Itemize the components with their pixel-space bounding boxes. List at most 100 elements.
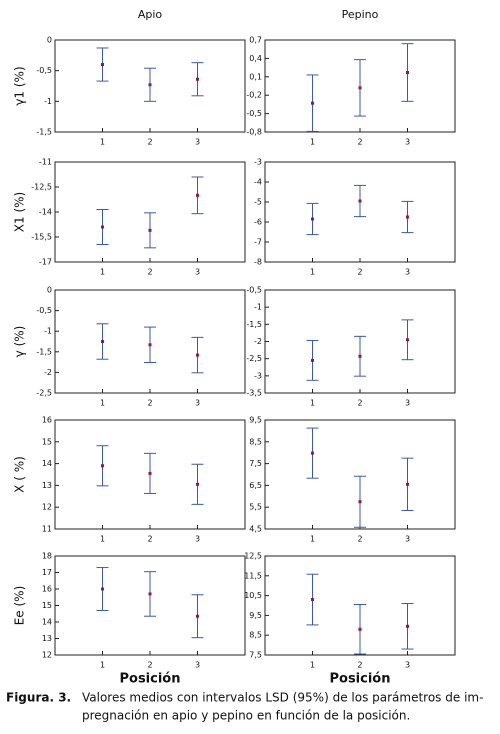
- x-tick-label: 1: [310, 661, 315, 670]
- y-tick-label: -2: [44, 368, 52, 377]
- mean-marker: [311, 451, 314, 455]
- mean-marker: [196, 614, 199, 618]
- column-title: Pepino: [342, 8, 379, 21]
- y-tick-label: 0: [47, 286, 52, 295]
- y-tick-label: -11: [39, 158, 52, 167]
- mean-marker: [196, 353, 199, 357]
- x-tick-label: 2: [147, 399, 152, 408]
- y-tick-label: -3,5: [246, 389, 262, 398]
- x-axis-label: Posición: [329, 672, 390, 687]
- mean-marker: [148, 83, 152, 87]
- x-tick-label: 1: [310, 268, 315, 277]
- x-tick-label: 1: [100, 535, 105, 544]
- y-tick-label: -4: [254, 178, 262, 187]
- y-tick-label: 9,5: [249, 416, 262, 425]
- y-tick-label: 0,1: [249, 72, 262, 81]
- mean-marker: [196, 482, 199, 486]
- mean-marker: [311, 217, 314, 221]
- y-tick-label: -14: [39, 208, 52, 217]
- y-tick-label: 16: [42, 585, 52, 594]
- y-tick-label: -2,5: [246, 354, 262, 363]
- y-tick-label: -1: [254, 303, 262, 312]
- y-tick-label: 14: [42, 618, 52, 627]
- y-axis-label: Ee (%): [13, 586, 27, 626]
- mean-marker: [196, 193, 199, 197]
- mean-marker: [311, 358, 314, 362]
- y-tick-label: -0,2: [246, 91, 262, 100]
- caption-line: Valores medios con intervalos LSD (95%) …: [82, 691, 483, 705]
- y-tick-label: 0,7: [249, 36, 262, 45]
- y-tick-label: -1,5: [36, 128, 52, 137]
- y-tick-label: 12,5: [244, 552, 262, 561]
- x-tick-label: 3: [195, 138, 200, 147]
- mean-marker: [358, 627, 362, 631]
- y-tick-label: -7: [254, 238, 262, 247]
- y-tick-label: -2: [254, 337, 262, 346]
- y-tick-label: -1: [44, 327, 52, 336]
- x-tick-label: 2: [147, 138, 152, 147]
- x-tick-label: 3: [195, 661, 200, 670]
- y-tick-label: 8,5: [249, 437, 262, 446]
- mean-marker: [358, 199, 362, 203]
- y-tick-label: -1,5: [246, 320, 262, 329]
- caption-line: pregnación en apio y pepino en función d…: [82, 709, 410, 723]
- x-tick-label: 3: [405, 661, 410, 670]
- y-tick-label: 14: [42, 459, 52, 468]
- mean-marker: [196, 77, 199, 81]
- y-tick-label: -0,5: [246, 109, 262, 118]
- y-tick-label: 4,5: [249, 525, 262, 534]
- x-tick-label: 2: [147, 661, 152, 670]
- mean-marker: [148, 592, 152, 596]
- x-tick-label: 1: [100, 399, 105, 408]
- y-tick-label: -3: [254, 158, 262, 167]
- mean-marker: [101, 587, 104, 591]
- figure-label: Figura. 3.: [6, 691, 71, 705]
- mean-marker: [148, 343, 152, 347]
- y-tick-label: 17: [42, 568, 52, 577]
- y-tick-label: -1: [44, 97, 52, 106]
- y-tick-label: 11: [42, 525, 52, 534]
- mean-marker: [358, 354, 362, 358]
- x-tick-label: 3: [405, 138, 410, 147]
- y-tick-label: -0,5: [246, 286, 262, 295]
- y-tick-label: 12: [42, 503, 52, 512]
- y-tick-label: 7,5: [249, 651, 262, 660]
- mean-marker: [406, 215, 409, 219]
- x-tick-label: 2: [357, 138, 362, 147]
- x-tick-label: 2: [357, 661, 362, 670]
- y-tick-label: -0,5: [36, 66, 52, 75]
- mean-marker: [101, 464, 104, 468]
- y-tick-label: 18: [42, 552, 52, 561]
- mean-marker: [358, 500, 362, 504]
- y-tick-label: 0: [47, 36, 52, 45]
- x-tick-label: 3: [195, 268, 200, 277]
- y-tick-label: -2,5: [36, 389, 52, 398]
- mean-marker: [406, 624, 409, 628]
- y-tick-label: 13: [42, 481, 52, 490]
- y-tick-label: -0,5: [36, 306, 52, 315]
- mean-marker: [311, 598, 314, 602]
- y-tick-label: 8,5: [249, 631, 262, 640]
- x-tick-label: 1: [310, 535, 315, 544]
- mean-marker: [358, 86, 362, 90]
- mean-marker: [101, 225, 104, 229]
- mean-marker: [406, 338, 409, 342]
- x-tick-label: 2: [147, 535, 152, 544]
- x-tick-label: 3: [195, 535, 200, 544]
- x-tick-label: 2: [357, 535, 362, 544]
- x-tick-label: 2: [357, 268, 362, 277]
- y-tick-label: -5: [254, 198, 262, 207]
- y-axis-label: X ( %): [13, 456, 27, 493]
- y-tick-label: 10,5: [244, 591, 262, 600]
- x-tick-label: 1: [310, 138, 315, 147]
- y-tick-label: 0,4: [249, 54, 262, 63]
- y-tick-label: 11,5: [244, 571, 262, 580]
- mean-marker: [101, 340, 104, 343]
- x-tick-label: 1: [100, 268, 105, 277]
- mean-marker: [148, 228, 152, 232]
- x-tick-label: 1: [310, 399, 315, 408]
- y-tick-label: 12: [42, 651, 52, 660]
- y-axis-label: γ1 (%): [13, 66, 27, 105]
- x-tick-label: 3: [405, 268, 410, 277]
- x-tick-label: 1: [100, 661, 105, 670]
